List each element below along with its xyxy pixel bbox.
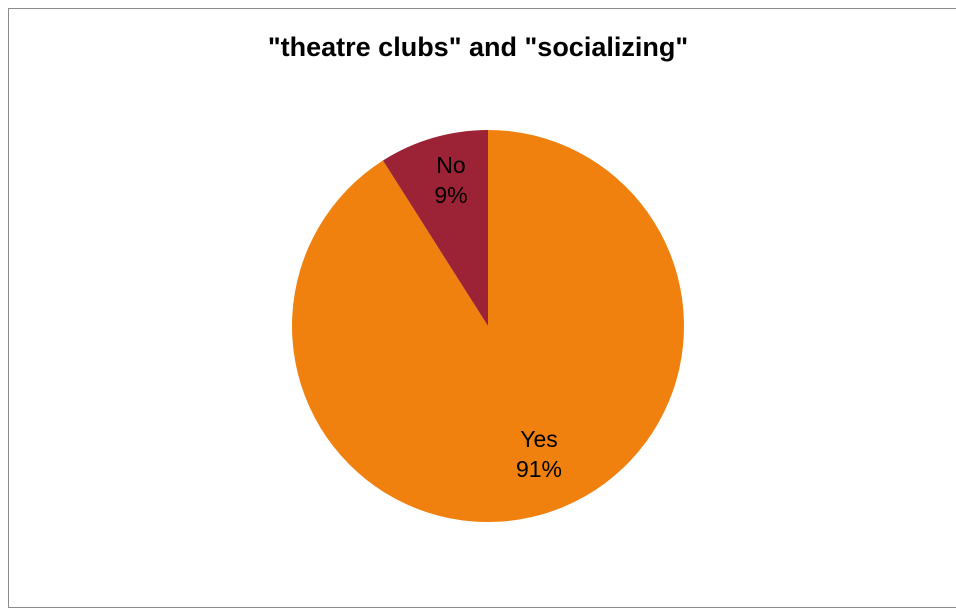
data-label-no: No 9% <box>434 152 467 208</box>
pie-slice-yes <box>291 130 684 522</box>
pie-slices <box>291 130 684 522</box>
chart-title: "theatre clubs" and "socializing" <box>267 32 689 62</box>
data-label-percentage: 9% <box>434 182 467 208</box>
data-label-category: No <box>436 152 465 178</box>
data-label-category: Yes <box>520 426 558 452</box>
pie-chart: Yes 91% No 9% <box>291 130 684 522</box>
pie-data-labels: Yes 91% No 9% <box>434 152 562 482</box>
data-label-percentage: 91% <box>516 456 562 482</box>
pie-slice-no <box>382 130 488 326</box>
data-label-yes: Yes 91% <box>516 426 562 482</box>
